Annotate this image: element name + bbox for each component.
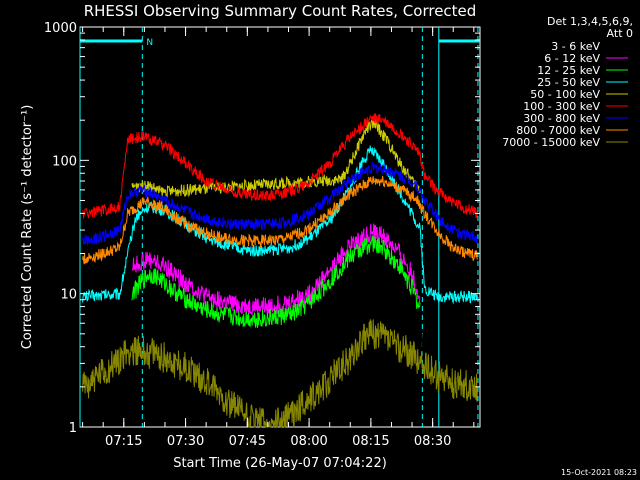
y-axis-label: Corrected Count Rate (s⁻¹ detector⁻¹) <box>20 105 35 350</box>
legend-label: 800 - 7000 keV <box>516 124 600 137</box>
x-tick-label: 07:45 <box>229 434 266 449</box>
y-axis-ticks: 1 10 100 1000 <box>44 21 480 436</box>
x-tick-label: 08:15 <box>352 434 389 449</box>
x-tick-label: 07:15 <box>105 434 142 449</box>
series-line <box>82 161 478 246</box>
x-tick-label: 08:00 <box>290 434 327 449</box>
series-line <box>82 175 478 265</box>
series-line <box>82 319 478 428</box>
y-tick-label: 1 <box>69 421 77 436</box>
x-tick-label: 07:30 <box>167 434 204 449</box>
legend-label: 100 - 300 keV <box>523 100 600 113</box>
legend-label: 12 - 25 keV <box>537 64 600 77</box>
legend-label: 7000 - 15000 keV <box>502 136 600 149</box>
y-tick-label: 10 <box>60 288 77 303</box>
series-line <box>131 222 421 317</box>
series-line <box>131 242 425 368</box>
chart-title: RHESSI Observing Summary Count Rates, Co… <box>84 2 477 20</box>
legend-label: 6 - 12 keV <box>544 52 600 65</box>
detector-label: Det 1,3,4,5,6,9, <box>547 15 633 28</box>
y-tick-label: 100 <box>52 154 77 169</box>
series-line <box>131 235 421 328</box>
attenuator-label: Att 0 <box>607 27 633 40</box>
series-layer <box>82 113 478 428</box>
x-axis-label: Start Time (26-May-07 07:04:22) <box>173 456 387 471</box>
series-line <box>82 145 478 305</box>
legend-label: 50 - 100 keV <box>530 88 600 101</box>
night-marker: N <box>146 38 153 48</box>
interval-overlays: N <box>79 27 480 427</box>
legend-label: 25 - 50 keV <box>537 76 600 89</box>
legend-label: 3 - 6 keV <box>551 40 600 53</box>
y-tick-label: 1000 <box>44 21 77 36</box>
series-line <box>82 113 478 219</box>
legend-label: 300 - 800 keV <box>523 112 600 125</box>
x-tick-label: 08:30 <box>414 434 451 449</box>
x-axis-ticks: 07:15 07:30 07:45 08:00 08:15 08:30 <box>82 27 475 449</box>
timestamp: 15-Oct-2021 08:23 <box>561 468 637 477</box>
